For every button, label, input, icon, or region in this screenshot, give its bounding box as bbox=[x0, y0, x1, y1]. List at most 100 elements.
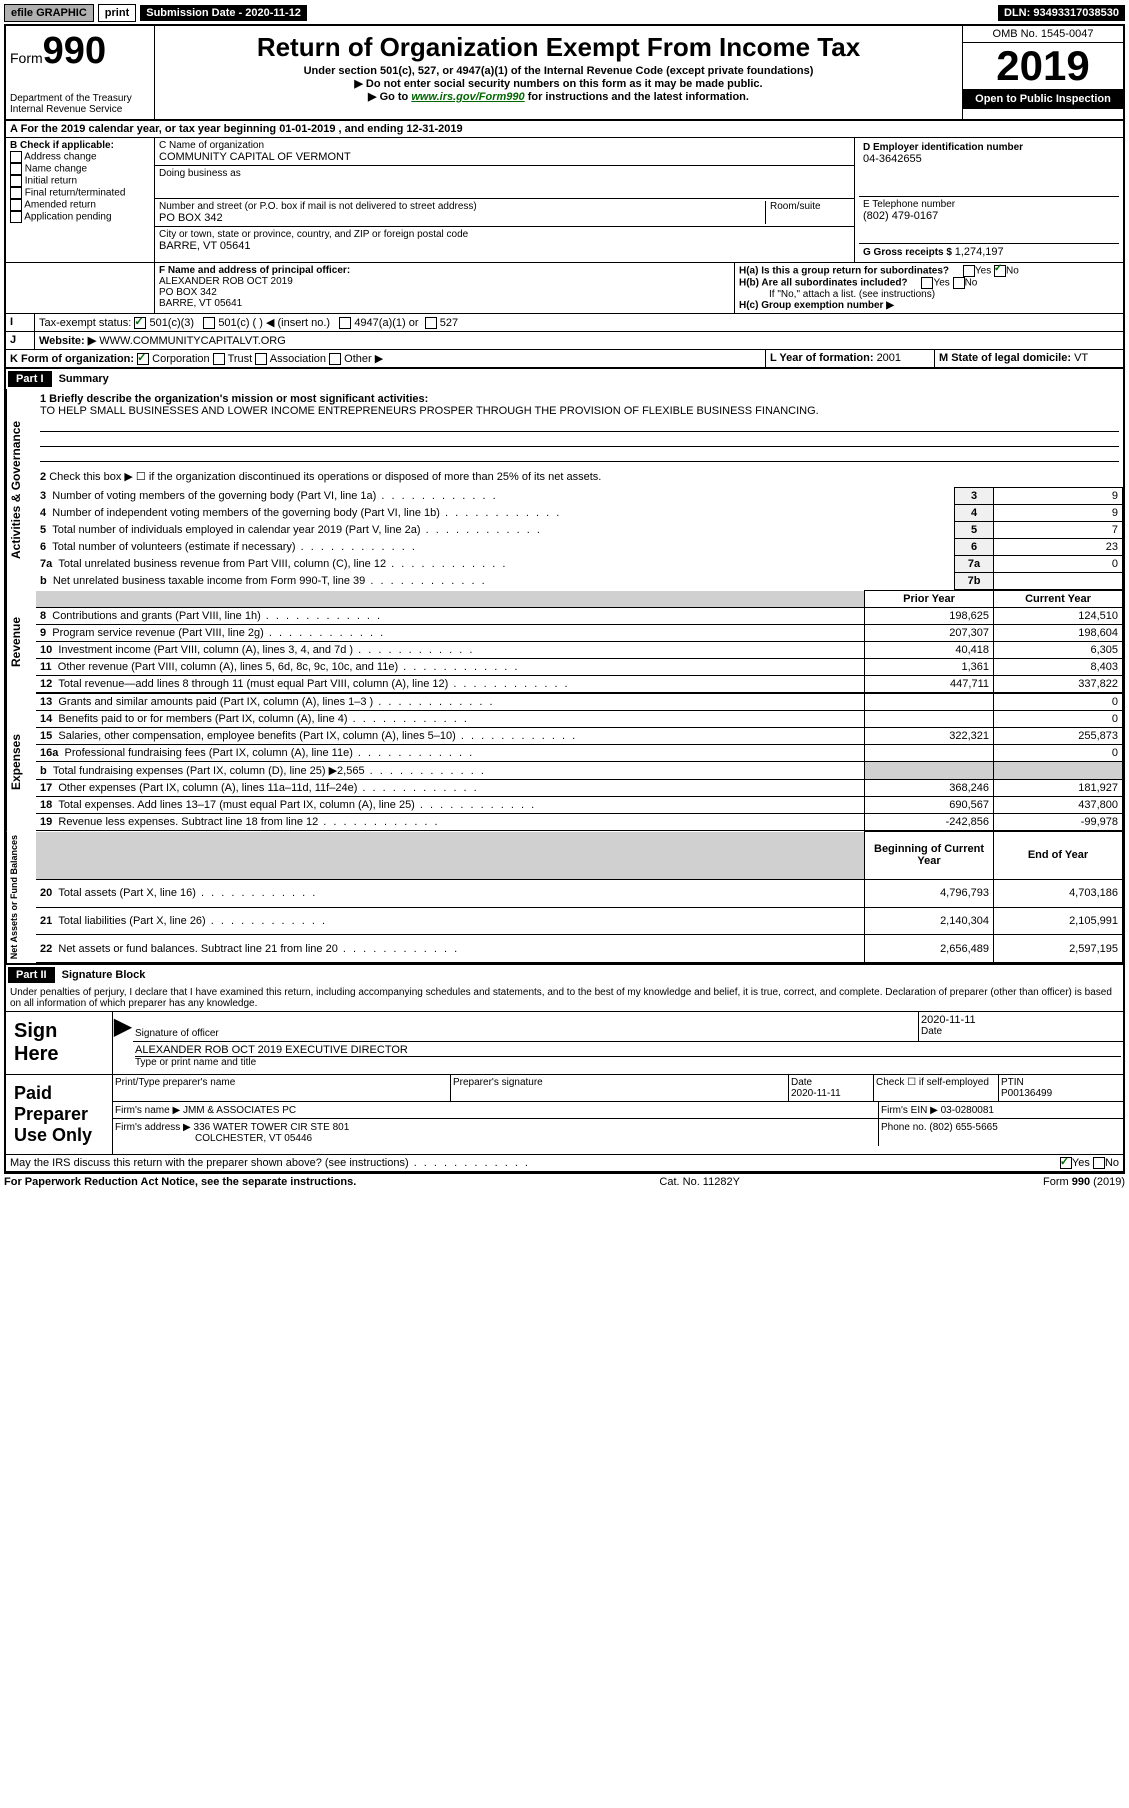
year-formation: 2001 bbox=[877, 352, 901, 364]
table-row: 12 Total revenue—add lines 8 through 11 … bbox=[36, 676, 1123, 693]
amended-checkbox[interactable] bbox=[10, 199, 22, 211]
expenses-table: 13 Grants and similar amounts paid (Part… bbox=[36, 693, 1123, 831]
expenses-section: Expenses 13 Grants and similar amounts p… bbox=[4, 693, 1125, 831]
firm-ein: 03-0280081 bbox=[941, 1105, 994, 1116]
ptin-value: P00136499 bbox=[1001, 1088, 1121, 1099]
header-note-2: ▶ Go to www.irs.gov/Form990 for instruct… bbox=[159, 90, 958, 103]
revenue-table: Prior YearCurrent Year8 Contributions an… bbox=[36, 590, 1123, 693]
final-return-checkbox[interactable] bbox=[10, 187, 22, 199]
form-header: Form990 Department of the Treasury Inter… bbox=[4, 24, 1125, 121]
org-name: COMMUNITY CAPITAL OF VERMONT bbox=[159, 151, 850, 163]
type-print-label: Type or print name and title bbox=[135, 1056, 1121, 1068]
hb-no-checkbox[interactable] bbox=[953, 277, 965, 289]
4947-checkbox[interactable] bbox=[339, 317, 351, 329]
activities-governance-section: Activities & Governance 1 Briefly descri… bbox=[4, 389, 1125, 590]
name-change-checkbox[interactable] bbox=[10, 163, 22, 175]
arrow-icon: ▶ bbox=[113, 1012, 133, 1074]
part2-title: Signature Block bbox=[62, 969, 146, 981]
addr-change-checkbox[interactable] bbox=[10, 151, 22, 163]
org-address: PO BOX 342 bbox=[159, 212, 765, 224]
table-header-row: Beginning of Current YearEnd of Year bbox=[36, 832, 1123, 880]
org-city: BARRE, VT 05641 bbox=[159, 240, 850, 252]
l-label: L Year of formation: bbox=[770, 352, 877, 364]
ha-no-checkbox[interactable] bbox=[994, 265, 1006, 277]
ha-label: H(a) Is this a group return for subordin… bbox=[739, 266, 949, 277]
k-label: K Form of organization: bbox=[10, 353, 134, 365]
officer-name: ALEXANDER ROB OCT 2019 bbox=[159, 276, 730, 287]
part1-label: Part I bbox=[8, 371, 52, 387]
form-title: Return of Organization Exempt From Incom… bbox=[159, 32, 958, 63]
form-subtitle: Under section 501(c), 527, or 4947(a)(1)… bbox=[159, 65, 958, 77]
submission-date: Submission Date - 2020-11-12 bbox=[140, 5, 307, 21]
table-row: 10 Investment income (Part VIII, column … bbox=[36, 642, 1123, 659]
state-domicile: VT bbox=[1074, 352, 1088, 364]
q1-label: 1 Briefly describe the organization's mi… bbox=[40, 393, 1119, 405]
hb-yes-checkbox[interactable] bbox=[921, 277, 933, 289]
prep-sig-label: Preparer's signature bbox=[453, 1077, 786, 1088]
irs-link[interactable]: www.irs.gov/Form990 bbox=[411, 91, 524, 103]
rev-sidebar: Revenue bbox=[6, 590, 36, 693]
table-row: 4 Number of independent voting members o… bbox=[36, 505, 1123, 522]
i-label: Tax-exempt status: bbox=[39, 317, 131, 329]
sign-here-label: Sign Here bbox=[6, 1012, 113, 1074]
other-checkbox[interactable] bbox=[329, 353, 341, 365]
table-row: 18 Total expenses. Add lines 13–17 (must… bbox=[36, 797, 1123, 814]
table-row: 7a Total unrelated business revenue from… bbox=[36, 556, 1123, 573]
efile-label: efile GRAPHIC bbox=[4, 4, 94, 22]
dba-label: Doing business as bbox=[159, 168, 850, 179]
f-label: F Name and address of principal officer: bbox=[159, 265, 730, 276]
corp-checkbox[interactable] bbox=[137, 353, 149, 365]
footer-right: Form 990 (2019) bbox=[1043, 1176, 1125, 1188]
part2-header: Part II Signature Block bbox=[4, 965, 1125, 985]
501c-checkbox[interactable] bbox=[203, 317, 215, 329]
initial-return-checkbox[interactable] bbox=[10, 175, 22, 187]
print-button[interactable]: print bbox=[98, 4, 136, 22]
footer-mid: Cat. No. 11282Y bbox=[659, 1176, 740, 1188]
tax-year: 2019 bbox=[963, 43, 1123, 89]
self-emp-label: Check ☐ if self-employed bbox=[874, 1075, 999, 1101]
revenue-section: Revenue Prior YearCurrent Year8 Contribu… bbox=[4, 590, 1125, 693]
phone-value: (802) 479-0167 bbox=[863, 210, 1115, 222]
discuss-no-checkbox[interactable] bbox=[1093, 1157, 1105, 1169]
hb-note: If "No," attach a list. (see instruction… bbox=[739, 289, 1119, 300]
table-header-row: Prior YearCurrent Year bbox=[36, 591, 1123, 608]
hb-label: H(b) Are all subordinates included? bbox=[739, 278, 908, 289]
j-label: Website: ▶ bbox=[39, 335, 96, 347]
na-sidebar: Net Assets or Fund Balances bbox=[6, 831, 36, 963]
table-row: 8 Contributions and grants (Part VIII, l… bbox=[36, 608, 1123, 625]
table-row: 11 Other revenue (Part VIII, column (A),… bbox=[36, 659, 1123, 676]
501c3-checkbox[interactable] bbox=[134, 317, 146, 329]
527-checkbox[interactable] bbox=[425, 317, 437, 329]
section-i: I Tax-exempt status: 501(c)(3) 501(c) ( … bbox=[4, 314, 1125, 332]
discuss-label: May the IRS discuss this return with the… bbox=[10, 1157, 1060, 1169]
table-row: 15 Salaries, other compensation, employe… bbox=[36, 728, 1123, 745]
governance-table: 3 Number of voting members of the govern… bbox=[36, 487, 1123, 590]
footer-left: For Paperwork Reduction Act Notice, see … bbox=[4, 1176, 356, 1188]
sig-date-label: Date bbox=[921, 1026, 1121, 1037]
dept-label: Department of the Treasury bbox=[10, 93, 150, 104]
table-row: b Total fundraising expenses (Part IX, c… bbox=[36, 762, 1123, 780]
app-pending-checkbox[interactable] bbox=[10, 211, 22, 223]
officer-addr2: BARRE, VT 05641 bbox=[159, 298, 730, 309]
discuss-yes-checkbox[interactable] bbox=[1060, 1157, 1072, 1169]
room-label: Room/suite bbox=[770, 201, 850, 212]
table-row: 13 Grants and similar amounts paid (Part… bbox=[36, 694, 1123, 711]
trust-checkbox[interactable] bbox=[213, 353, 225, 365]
part1-title: Summary bbox=[59, 373, 109, 385]
netassets-table: Beginning of Current YearEnd of Year20 T… bbox=[36, 831, 1123, 963]
sig-officer-label: Signature of officer bbox=[135, 1028, 916, 1039]
firm-name: JMM & ASSOCIATES PC bbox=[183, 1105, 296, 1116]
assoc-checkbox[interactable] bbox=[255, 353, 267, 365]
officer-signed-name: ALEXANDER ROB OCT 2019 EXECUTIVE DIRECTO… bbox=[135, 1044, 1121, 1056]
hc-label: H(c) Group exemption number ▶ bbox=[739, 300, 1119, 311]
firm-ein-label: Firm's EIN ▶ bbox=[881, 1105, 941, 1116]
firm-name-label: Firm's name ▶ bbox=[115, 1105, 183, 1116]
table-row: 20 Total assets (Part X, line 16)4,796,7… bbox=[36, 879, 1123, 907]
ha-yes-checkbox[interactable] bbox=[963, 265, 975, 277]
b-label: B Check if applicable: bbox=[10, 140, 150, 151]
sig-date: 2020-11-11 bbox=[921, 1014, 1121, 1026]
form-number: 990 bbox=[43, 30, 106, 72]
officer-addr1: PO BOX 342 bbox=[159, 287, 730, 298]
table-row: 16a Professional fundraising fees (Part … bbox=[36, 745, 1123, 762]
table-row: 3 Number of voting members of the govern… bbox=[36, 488, 1123, 505]
